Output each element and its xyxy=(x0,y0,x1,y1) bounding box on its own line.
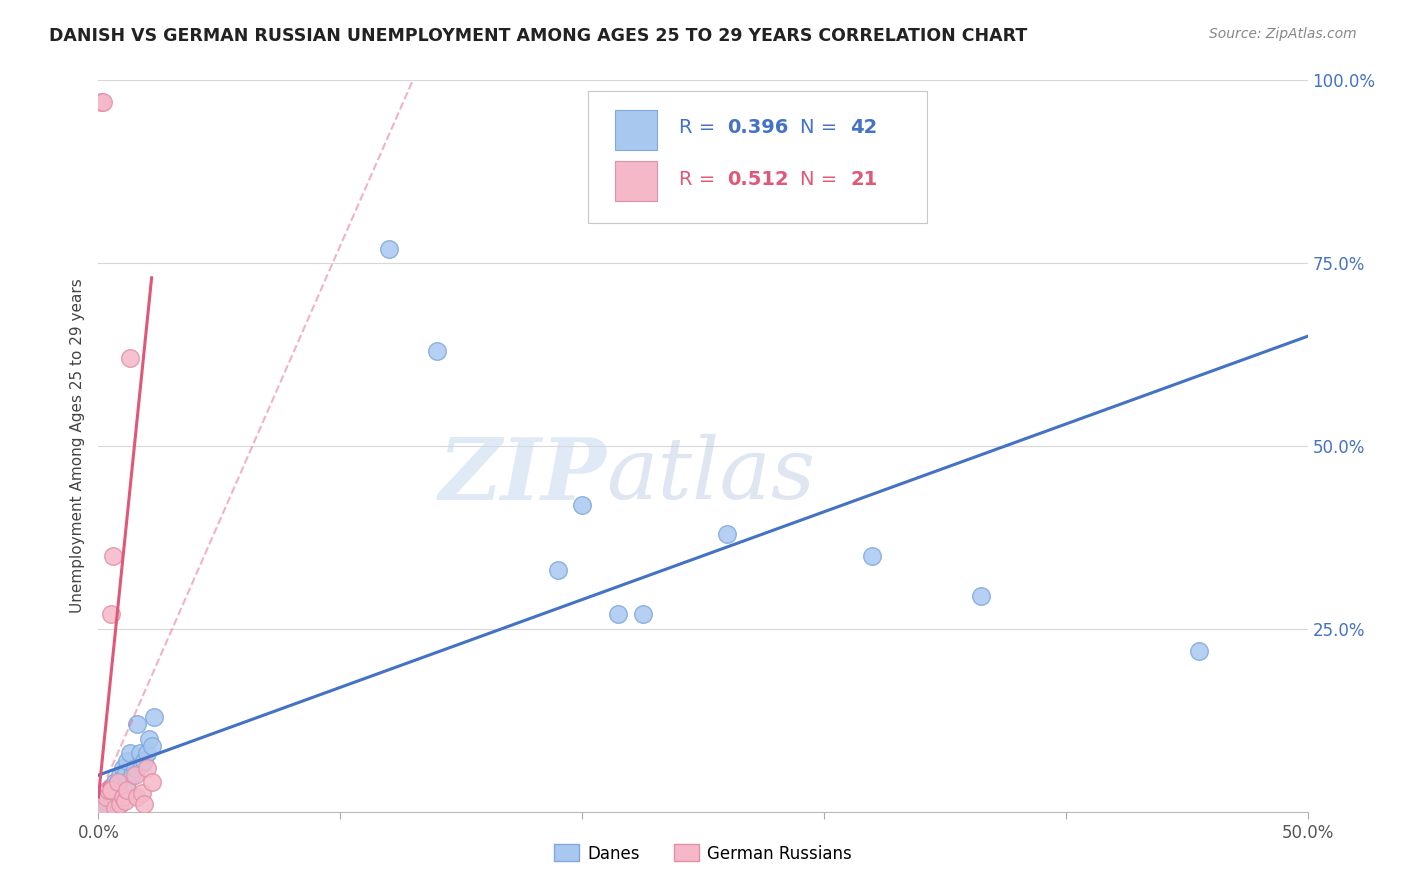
Point xyxy=(107,782,129,797)
Point xyxy=(107,775,129,789)
Point xyxy=(426,343,449,358)
Point xyxy=(97,782,120,797)
Point xyxy=(104,801,127,815)
Text: R =: R = xyxy=(679,119,716,137)
Point xyxy=(571,498,593,512)
Point xyxy=(100,782,122,797)
Point xyxy=(97,782,120,797)
Text: ZIP: ZIP xyxy=(439,434,606,517)
Point xyxy=(134,754,156,768)
Point xyxy=(1188,644,1211,658)
Point xyxy=(117,775,139,789)
Point xyxy=(124,768,146,782)
Text: atlas: atlas xyxy=(606,434,815,516)
Point xyxy=(128,746,150,760)
Point xyxy=(104,775,127,789)
Point xyxy=(94,790,117,805)
Text: DANISH VS GERMAN RUSSIAN UNEMPLOYMENT AMONG AGES 25 TO 29 YEARS CORRELATION CHAR: DANISH VS GERMAN RUSSIAN UNEMPLOYMENT AM… xyxy=(49,27,1028,45)
Point xyxy=(377,242,399,256)
Text: 0.396: 0.396 xyxy=(727,119,789,137)
Point xyxy=(114,768,136,782)
Point xyxy=(141,739,163,753)
Point xyxy=(547,563,569,577)
Point xyxy=(94,794,117,808)
Legend: Danes, German Russians: Danes, German Russians xyxy=(548,838,858,869)
Point xyxy=(127,790,149,805)
Point xyxy=(117,782,139,797)
Y-axis label: Unemployment Among Ages 25 to 29 years: Unemployment Among Ages 25 to 29 years xyxy=(69,278,84,614)
Point xyxy=(970,589,993,603)
Point xyxy=(91,95,114,110)
Point xyxy=(111,790,134,805)
Point xyxy=(97,790,120,805)
Point xyxy=(111,790,134,805)
Point xyxy=(131,787,153,801)
Point xyxy=(94,797,117,812)
FancyBboxPatch shape xyxy=(614,161,657,201)
Text: 42: 42 xyxy=(851,119,877,137)
Point xyxy=(108,797,131,812)
Point xyxy=(118,746,141,760)
Point xyxy=(135,746,157,760)
Point xyxy=(135,761,157,775)
Point xyxy=(141,775,163,789)
Point xyxy=(607,607,630,622)
Point xyxy=(90,801,112,815)
Text: 21: 21 xyxy=(851,169,877,188)
Point xyxy=(104,797,127,812)
Point xyxy=(108,768,131,782)
Point xyxy=(121,768,143,782)
Point xyxy=(100,607,122,622)
Text: R =: R = xyxy=(679,169,716,188)
Point xyxy=(107,775,129,789)
Point xyxy=(118,351,141,366)
Point xyxy=(131,757,153,772)
Point xyxy=(860,549,883,563)
Point xyxy=(716,526,738,541)
Text: N =: N = xyxy=(800,119,837,137)
Point xyxy=(124,761,146,775)
Point xyxy=(114,794,136,808)
FancyBboxPatch shape xyxy=(614,110,657,150)
Point xyxy=(100,794,122,808)
Point xyxy=(101,549,124,563)
Point xyxy=(127,717,149,731)
Point xyxy=(90,797,112,812)
FancyBboxPatch shape xyxy=(588,91,927,223)
Text: 0.512: 0.512 xyxy=(727,169,789,188)
Point xyxy=(117,754,139,768)
Point xyxy=(101,779,124,793)
Point xyxy=(134,797,156,812)
Text: N =: N = xyxy=(800,169,837,188)
Point xyxy=(631,607,654,622)
Point xyxy=(90,95,112,110)
Point xyxy=(138,731,160,746)
Point xyxy=(101,790,124,805)
Point xyxy=(91,790,114,805)
Point xyxy=(100,787,122,801)
Text: Source: ZipAtlas.com: Source: ZipAtlas.com xyxy=(1209,27,1357,41)
Point xyxy=(143,709,166,723)
Point xyxy=(91,801,114,815)
Point xyxy=(111,761,134,775)
